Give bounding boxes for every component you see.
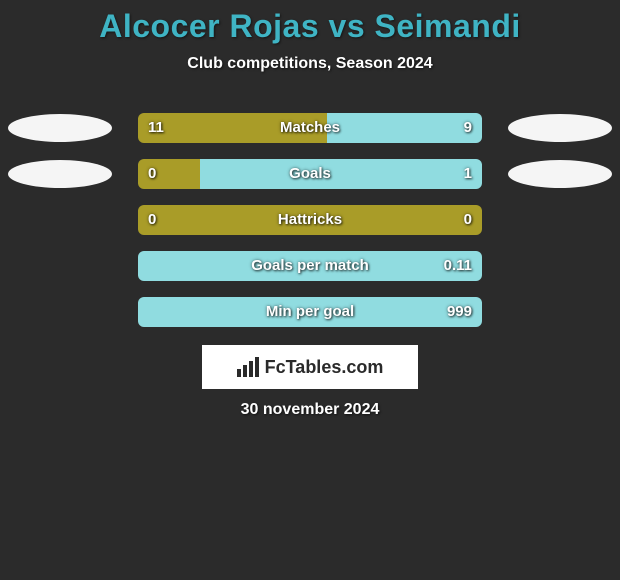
chart-area: 11 Matches 9 0 Goals 1 0 Hattricks bbox=[0, 113, 620, 327]
metric-label: Hattricks bbox=[138, 205, 482, 235]
value-right: 1 bbox=[464, 159, 472, 189]
bar-track: 0 Hattricks 0 bbox=[138, 205, 482, 235]
metric-label: Min per goal bbox=[138, 297, 482, 327]
logo-text: FcTables.com bbox=[265, 357, 384, 378]
player-marker-right bbox=[508, 114, 612, 142]
page-title: Alcocer Rojas vs Seimandi bbox=[0, 8, 620, 45]
stat-row-hattricks: 0 Hattricks 0 bbox=[0, 205, 620, 235]
stat-row-min-per-goal: Min per goal 999 bbox=[0, 297, 620, 327]
player-marker-right bbox=[508, 160, 612, 188]
logo-box: FcTables.com bbox=[202, 345, 418, 389]
metric-label: Goals per match bbox=[138, 251, 482, 281]
bar-track: Goals per match 0.11 bbox=[138, 251, 482, 281]
value-right: 0.11 bbox=[444, 251, 472, 281]
value-right: 0 bbox=[464, 205, 472, 235]
subtitle: Club competitions, Season 2024 bbox=[0, 55, 620, 73]
logo: FcTables.com bbox=[237, 357, 384, 378]
comparison-infographic: Alcocer Rojas vs Seimandi Club competiti… bbox=[0, 0, 620, 419]
metric-label: Goals bbox=[138, 159, 482, 189]
bar-track: 11 Matches 9 bbox=[138, 113, 482, 143]
date-label: 30 november 2024 bbox=[0, 401, 620, 419]
stat-row-matches: 11 Matches 9 bbox=[0, 113, 620, 143]
bar-track: 0 Goals 1 bbox=[138, 159, 482, 189]
metric-label: Matches bbox=[138, 113, 482, 143]
value-right: 9 bbox=[464, 113, 472, 143]
player-marker-left bbox=[8, 114, 112, 142]
bar-track: Min per goal 999 bbox=[138, 297, 482, 327]
stat-row-goals: 0 Goals 1 bbox=[0, 159, 620, 189]
player-marker-left bbox=[8, 160, 112, 188]
value-right: 999 bbox=[447, 297, 472, 327]
stat-row-goals-per-match: Goals per match 0.11 bbox=[0, 251, 620, 281]
chart-icon bbox=[237, 357, 259, 377]
